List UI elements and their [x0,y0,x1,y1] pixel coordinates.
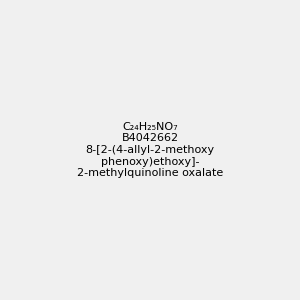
Text: C₂₄H₂₅NO₇
B4042662
8-[2-(4-allyl-2-methoxy
phenoxy)ethoxy]-
2-methylquinoline ox: C₂₄H₂₅NO₇ B4042662 8-[2-(4-allyl-2-metho… [77,122,223,178]
